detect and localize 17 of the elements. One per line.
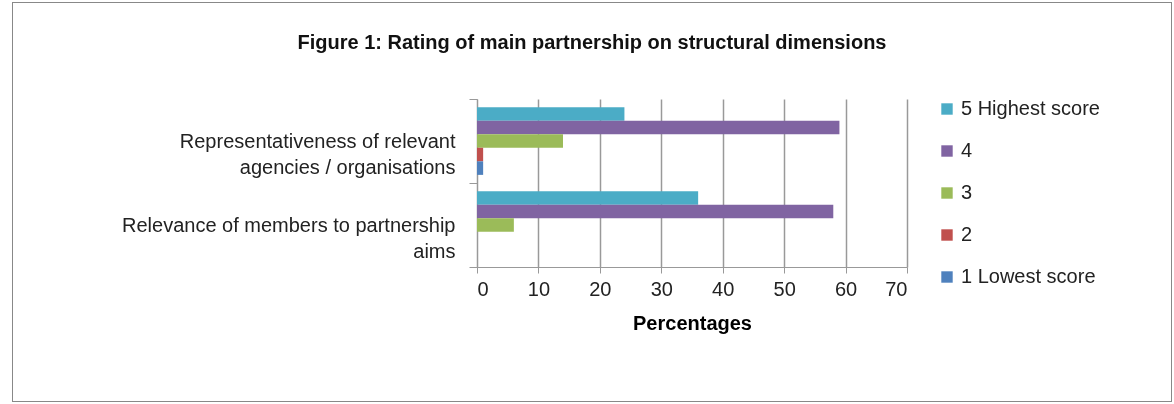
legend-label: 2 — [961, 223, 973, 245]
legend-label: 3 — [961, 181, 973, 203]
x-tick-label: 60 — [834, 277, 858, 300]
legend-label: 1 Lowest score — [961, 265, 1096, 287]
y-tick-label: Relevance of members to partnership aims — [122, 213, 456, 262]
x-tick-label: 0 — [477, 277, 489, 300]
x-tick-label: 70 — [885, 277, 908, 300]
x-tick-label: 40 — [712, 277, 735, 300]
legend-label: 4 — [961, 139, 973, 161]
x-tick-label: 20 — [589, 277, 612, 300]
y-tick-label: Representativeness of relevant agencies / organisations — [179, 129, 456, 178]
chart-title: Figure 1: Rating of main partnership on structural dimensions — [297, 31, 887, 53]
x-tick-label: 30 — [650, 277, 673, 300]
x-tick-label: 10 — [527, 277, 551, 300]
x-tick-label: 50 — [773, 277, 796, 300]
legend-label: 5 Highest score — [961, 97, 1100, 119]
x-axis-title: Percentages — [633, 311, 752, 334]
